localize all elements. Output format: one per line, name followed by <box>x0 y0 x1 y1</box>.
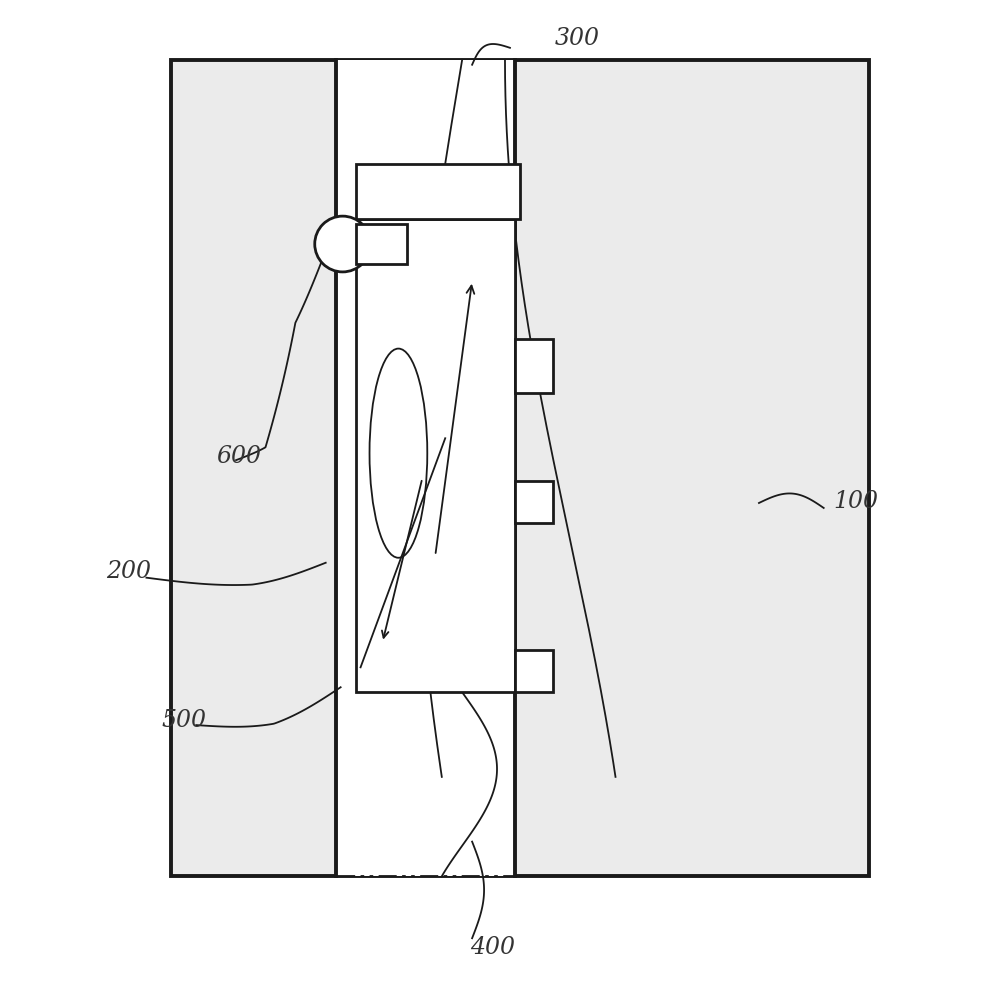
Bar <box>171 60 869 876</box>
Bar <box>515 481 553 523</box>
Bar <box>515 339 553 393</box>
Bar <box>356 219 515 692</box>
Bar <box>356 164 520 219</box>
Text: 400: 400 <box>470 936 515 959</box>
Bar <box>356 224 407 264</box>
Text: 300: 300 <box>555 27 600 50</box>
Text: 500: 500 <box>161 709 206 732</box>
Text: 100: 100 <box>834 490 879 513</box>
Bar <box>336 60 515 876</box>
Bar <box>171 60 869 876</box>
Text: 600: 600 <box>216 445 261 468</box>
Bar <box>515 650 553 692</box>
Text: 200: 200 <box>107 560 152 583</box>
Circle shape <box>315 216 371 272</box>
